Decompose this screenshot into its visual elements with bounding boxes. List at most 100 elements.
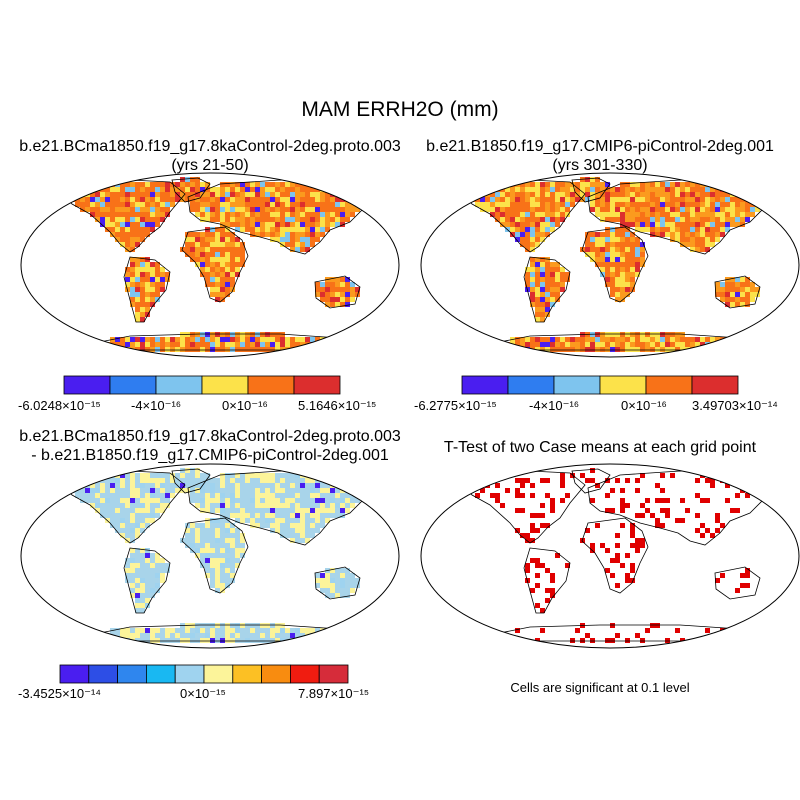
- grid-cell: [355, 488, 360, 493]
- grid-cell: [215, 232, 220, 237]
- colorbar-swatch: [599, 375, 647, 395]
- grid-cell: [130, 568, 135, 573]
- grid-cell: [135, 267, 140, 272]
- grid-cell: [200, 267, 205, 272]
- grid-cell: [340, 202, 345, 207]
- coastline-australia: [714, 566, 761, 600]
- grid-cell: [145, 493, 150, 498]
- grid-cell: [125, 182, 130, 187]
- grid-cell: [170, 638, 175, 643]
- grid-cell: [590, 232, 595, 237]
- grid-cell: [205, 543, 210, 548]
- grid-cell: [125, 342, 130, 347]
- grid-cell: [545, 297, 550, 302]
- grid-cell: [725, 217, 730, 222]
- grid-cell: [690, 182, 695, 187]
- grid-cell: [550, 287, 555, 292]
- grid-cell: [740, 182, 745, 187]
- grid-cell: [340, 483, 345, 488]
- grid-cell: [110, 207, 115, 212]
- grid-cell: [660, 222, 665, 227]
- grid-cell: [725, 292, 730, 297]
- grid-cell: [550, 187, 555, 192]
- grid-cell: [200, 528, 205, 533]
- grid-cell: [225, 237, 230, 242]
- grid-cell: [135, 608, 140, 613]
- grid-cell: [535, 307, 540, 312]
- grid-cell: [640, 247, 645, 252]
- grid-cell: [300, 202, 305, 207]
- grid-cell: [320, 192, 325, 197]
- grid-cell: [205, 628, 210, 633]
- grid-cell: [235, 272, 240, 277]
- grid-cell: [105, 347, 110, 352]
- grid-cell: [635, 192, 640, 197]
- grid-cell: [125, 478, 130, 483]
- grid-cell: [745, 277, 750, 282]
- grid-cell: [520, 232, 525, 237]
- grid-cell: [695, 222, 700, 227]
- grid-cell: [190, 633, 195, 638]
- grid-cell: [340, 478, 345, 483]
- grid-cell: [515, 227, 520, 232]
- grid-cell: [620, 277, 625, 282]
- grid-cell: [140, 227, 145, 232]
- colorbar-swatch: [201, 375, 249, 395]
- grid-cell: [615, 212, 620, 217]
- grid-cell: [145, 307, 150, 312]
- grid-cell: [340, 187, 345, 192]
- grid-cell: [220, 488, 225, 493]
- grid-cell: [90, 488, 95, 493]
- grid-cell: [675, 332, 680, 337]
- grid-cell: [325, 302, 330, 307]
- grid-cell: [220, 628, 225, 633]
- grid-cell: [310, 232, 315, 237]
- grid-cell: [220, 638, 225, 643]
- grid-cell: [145, 488, 150, 493]
- grid-cell: [550, 498, 555, 503]
- grid-cell: [300, 628, 305, 633]
- grid-cell: [605, 337, 610, 342]
- grid-cell: [735, 187, 740, 192]
- grid-cell: [150, 483, 155, 488]
- grid-cell: [235, 227, 240, 232]
- grid-cell: [645, 342, 650, 347]
- grid-cell: [735, 347, 740, 352]
- grid-cell: [90, 473, 95, 478]
- grid-cell: [620, 267, 625, 272]
- grid-cell: [340, 277, 345, 282]
- grid-cell: [655, 342, 660, 347]
- grid-cell: [540, 302, 545, 307]
- grid-cell: [135, 312, 140, 317]
- grid-cell: [560, 342, 565, 347]
- grid-cell: [540, 182, 545, 187]
- grid-cell: [630, 568, 635, 573]
- grid-cell: [235, 563, 240, 568]
- grid-cell: [280, 217, 285, 222]
- grid-cell: [200, 212, 205, 217]
- grid-cell: [255, 483, 260, 488]
- grid-cell: [545, 187, 550, 192]
- grid-cell: [205, 202, 210, 207]
- grid-cell: [175, 478, 180, 483]
- grid-cell: [320, 473, 325, 478]
- grid-cell: [150, 292, 155, 297]
- grid-cell: [185, 177, 190, 182]
- grid-cell: [485, 187, 490, 192]
- grid-cell: [130, 473, 135, 478]
- grid-cell: [230, 513, 235, 518]
- grid-cell: [635, 202, 640, 207]
- grid-cell: [695, 247, 700, 252]
- grid-cell: [355, 187, 360, 192]
- grid-cell: [115, 232, 120, 237]
- grid-cell: [160, 503, 165, 508]
- grid-cell: [250, 513, 255, 518]
- grid-cell: [250, 508, 255, 513]
- grid-cell: [135, 262, 140, 267]
- grid-cell: [230, 192, 235, 197]
- grid-cell: [540, 307, 545, 312]
- grid-cell: [70, 478, 75, 483]
- grid-cell: [540, 287, 545, 292]
- grid-cell: [680, 202, 685, 207]
- grid-cell: [155, 282, 160, 287]
